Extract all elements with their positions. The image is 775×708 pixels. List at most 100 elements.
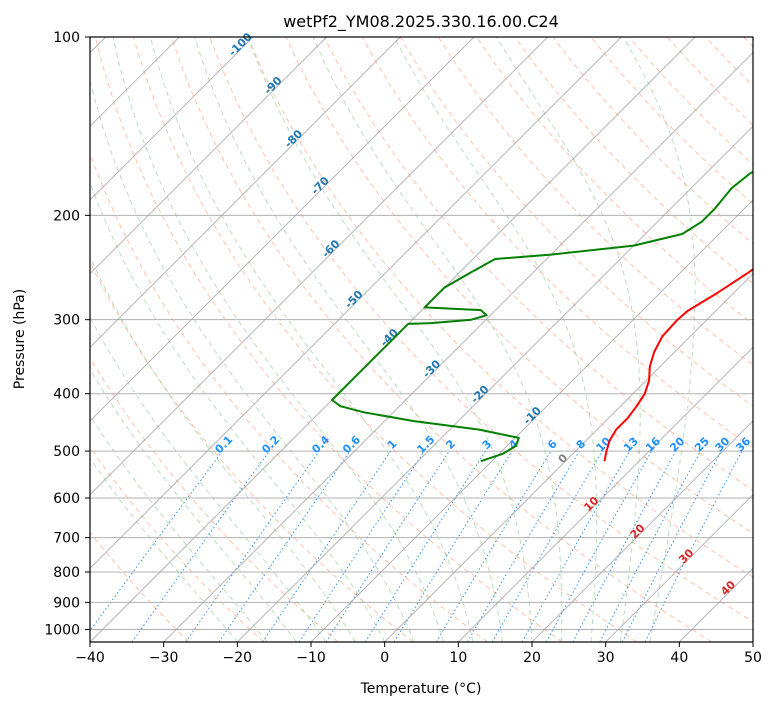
x-tick-label: −30 xyxy=(149,650,179,666)
warm-isotherm-label: 10 xyxy=(581,494,601,514)
mixing-ratio-label: 2 xyxy=(443,437,458,452)
y-axis-title: Pressure (hPa) xyxy=(12,289,28,389)
isotherm-label: -40 xyxy=(378,326,401,349)
x-tick-label: 20 xyxy=(523,650,541,666)
dry-adiabat xyxy=(399,37,753,407)
moist-adiabat xyxy=(90,457,238,642)
isotherm-line xyxy=(90,37,328,275)
warm-isotherm-label: 20 xyxy=(628,521,648,541)
moist-adiabat xyxy=(90,78,415,642)
isotherm-line xyxy=(310,199,753,642)
isotherm-line xyxy=(90,37,622,570)
mixing-ratio-label: 1.5 xyxy=(414,433,437,456)
x-tick-label: 0 xyxy=(380,650,389,666)
mixing-ratio-label: 0.4 xyxy=(309,433,332,456)
mixing-ratio-line xyxy=(131,450,270,642)
moist-adiabat xyxy=(112,37,445,642)
dry-adiabat xyxy=(743,37,753,48)
mixing-ratio-label: 3 xyxy=(480,437,495,452)
y-tick-label: 1000 xyxy=(44,622,80,638)
isotherm-label: -10 xyxy=(521,404,544,427)
pressure-gridlines xyxy=(90,37,753,630)
dry-adiabat xyxy=(209,37,753,623)
y-tick-label: 500 xyxy=(53,444,80,460)
mixing-ratio-label: 0.1 xyxy=(212,433,235,456)
isotherm-label: -50 xyxy=(342,288,365,311)
mixing-ratio-line xyxy=(644,450,743,642)
moist-adiabat xyxy=(90,414,268,642)
sounding-profiles xyxy=(331,170,753,463)
y-tick-label: 300 xyxy=(53,313,80,329)
mixing-ratio-line xyxy=(467,450,580,642)
dry-adiabat xyxy=(171,37,712,642)
mixing-ratio-line xyxy=(218,450,351,642)
isotherm-line xyxy=(752,641,753,642)
mixing-ratio-line xyxy=(572,450,677,642)
dry-adiabat xyxy=(704,37,753,87)
isotherm-line xyxy=(531,420,753,642)
isotherm-line xyxy=(605,493,753,642)
mixing-ratio-label: 25 xyxy=(692,435,712,455)
x-axis-title: Temperature (°C) xyxy=(360,681,482,697)
mixing-ratio-label: 8 xyxy=(574,437,589,452)
mixing-ratio-line xyxy=(393,450,513,642)
mixing-ratio-line xyxy=(325,450,450,642)
mixing-ratio-label: 0.6 xyxy=(340,433,363,456)
moist-adiabat xyxy=(393,37,598,642)
isotherm-label: -20 xyxy=(468,383,491,406)
dewpoint-profile-line xyxy=(331,170,753,463)
mixing-ratio-line xyxy=(185,450,320,642)
warm-isotherm-label: 30 xyxy=(676,546,696,566)
background-lines xyxy=(90,37,753,642)
mixing-ratio-line xyxy=(364,450,486,642)
moist-adiabat xyxy=(90,316,327,642)
mixing-ratio-line xyxy=(435,450,552,642)
mixing-ratio-line xyxy=(262,450,392,642)
mixing-ratio-line xyxy=(545,450,653,642)
y-tick-label: 600 xyxy=(53,491,80,507)
dry-adiabat xyxy=(90,446,264,642)
mixing-ratio-line xyxy=(298,450,425,642)
dry-adiabat xyxy=(132,37,638,642)
y-tick-label: 900 xyxy=(53,595,80,611)
dry-adiabat xyxy=(514,37,753,285)
moist-adiabat xyxy=(622,37,696,642)
isotherm-line xyxy=(90,37,549,496)
isotherm-label: -90 xyxy=(261,74,284,97)
y-tick-label: 700 xyxy=(53,531,80,547)
y-tick-label: 200 xyxy=(53,208,80,224)
x-tick-label: −20 xyxy=(223,650,253,666)
dry-adiabat xyxy=(552,37,753,245)
x-tick-label: 50 xyxy=(744,650,762,666)
y-tick-label: 100 xyxy=(53,30,80,46)
isotherm-label: -80 xyxy=(282,127,305,150)
moist-adiabat xyxy=(90,255,356,642)
mixing-ratio-line xyxy=(521,450,630,642)
y-tick-label: 400 xyxy=(53,387,80,403)
moist-adiabat xyxy=(312,37,563,642)
dry-adiabat xyxy=(476,37,753,325)
x-tick-label: −40 xyxy=(75,650,105,666)
x-axis-ticks: −40 −30 −20 −10 0 10 20 30 40 50 xyxy=(75,642,762,666)
x-tick-label: 10 xyxy=(449,650,467,666)
x-tick-label: 40 xyxy=(670,650,688,666)
dry-adiabat xyxy=(247,37,753,578)
dry-adiabat xyxy=(90,260,414,642)
moist-adiabat xyxy=(496,37,641,642)
isotherm-line xyxy=(163,51,753,642)
chart-title: wetPf2_YM08.2025.330.16.00.C24 xyxy=(283,12,559,32)
mixing-ratio-line xyxy=(599,450,701,642)
x-tick-label: 30 xyxy=(597,650,615,666)
mixing-ratio-label: 1 xyxy=(385,437,400,452)
skewed-isotherms xyxy=(90,37,753,642)
isotherm-line xyxy=(90,37,401,349)
isotherm-label: -60 xyxy=(319,237,342,260)
isotherm-label: -70 xyxy=(309,174,332,197)
dry-adiabat xyxy=(90,531,190,642)
isotherm-line xyxy=(678,567,753,642)
mixing-ratio-line xyxy=(90,450,223,632)
y-axis-ticks: 100 200 300 400 500 600 700 800 900 1000 xyxy=(44,30,90,638)
isotherm-line xyxy=(457,346,753,642)
moist-adiabat xyxy=(149,37,474,642)
